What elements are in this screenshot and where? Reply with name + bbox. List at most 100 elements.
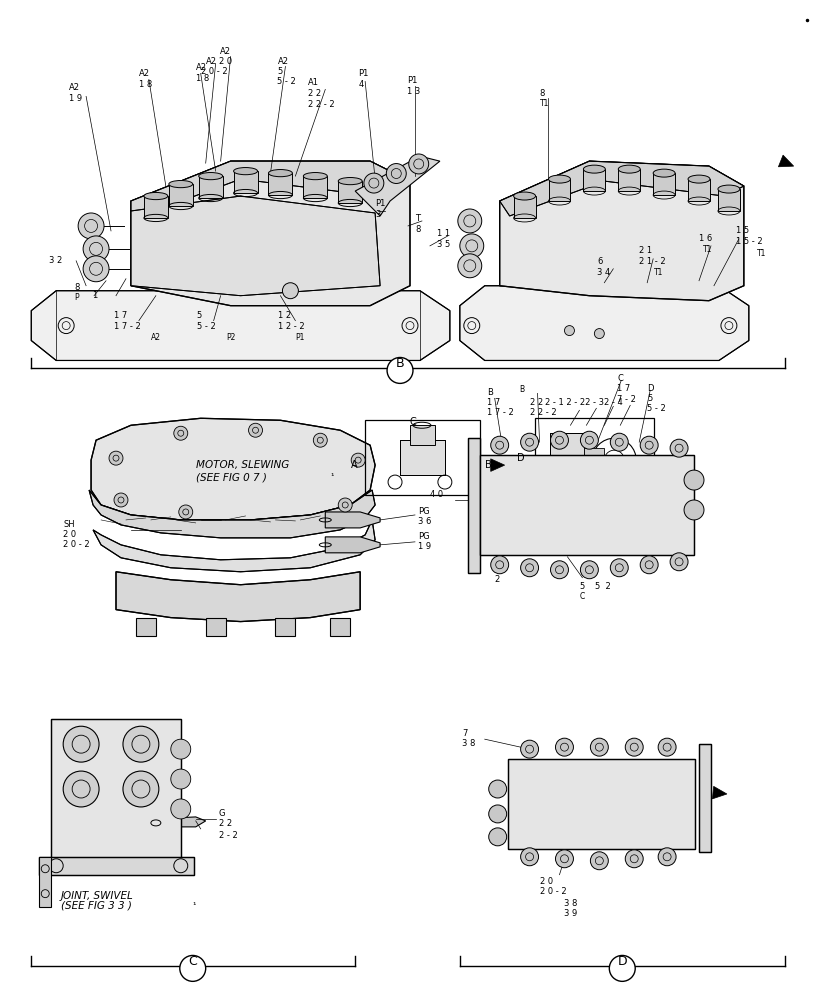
Text: 1 9: 1 9 <box>418 542 431 551</box>
Polygon shape <box>144 196 168 218</box>
Text: B: B <box>486 388 493 397</box>
Text: 3 4: 3 4 <box>597 268 610 277</box>
Circle shape <box>521 740 539 758</box>
Text: 5: 5 <box>197 311 202 320</box>
Text: B: B <box>520 385 525 394</box>
Circle shape <box>641 436 659 454</box>
Circle shape <box>83 256 109 282</box>
Text: A2: A2 <box>139 69 150 78</box>
Text: P1: P1 <box>407 76 417 85</box>
Bar <box>699 744 711 852</box>
Ellipse shape <box>199 173 223 180</box>
Text: 2 2: 2 2 <box>530 398 543 407</box>
Text: 7: 7 <box>462 729 468 738</box>
Bar <box>584 448 605 460</box>
Text: A2: A2 <box>151 333 161 342</box>
Text: 1 2: 1 2 <box>278 311 291 320</box>
Circle shape <box>489 780 507 798</box>
Text: P2: P2 <box>227 333 236 342</box>
Circle shape <box>171 799 191 819</box>
Text: 2 2 - 2: 2 2 - 2 <box>530 408 557 417</box>
Polygon shape <box>91 418 375 520</box>
Text: D: D <box>618 955 627 968</box>
Ellipse shape <box>513 192 535 200</box>
Circle shape <box>171 739 191 759</box>
Text: 1 8: 1 8 <box>139 80 152 89</box>
Circle shape <box>625 738 643 756</box>
Circle shape <box>489 805 507 823</box>
Text: 1 3: 1 3 <box>407 87 420 96</box>
Polygon shape <box>583 169 605 191</box>
Text: 2 0: 2 0 <box>539 877 552 886</box>
Text: 3 2: 3 2 <box>49 256 63 265</box>
Text: 3 5: 3 5 <box>437 240 450 249</box>
Circle shape <box>556 850 574 868</box>
Ellipse shape <box>304 173 327 180</box>
Circle shape <box>364 173 384 193</box>
Text: 1 7 - 2: 1 7 - 2 <box>486 408 513 417</box>
Bar <box>549 433 584 483</box>
Text: 5: 5 <box>647 394 653 403</box>
Polygon shape <box>131 161 410 216</box>
Circle shape <box>179 505 193 519</box>
Circle shape <box>565 326 574 336</box>
Circle shape <box>490 436 508 454</box>
Bar <box>330 618 350 636</box>
Text: B: B <box>485 460 491 470</box>
Text: 7 - 2: 7 - 2 <box>617 395 636 404</box>
Polygon shape <box>131 161 410 306</box>
Text: A2: A2 <box>206 57 217 66</box>
Text: 3 9: 3 9 <box>565 909 578 918</box>
Text: A1: A1 <box>308 78 319 87</box>
Circle shape <box>659 848 676 866</box>
Text: 1 8: 1 8 <box>196 74 209 83</box>
Circle shape <box>313 433 327 447</box>
Text: JOINT, SWIVEL: JOINT, SWIVEL <box>61 891 134 901</box>
Circle shape <box>63 771 99 807</box>
Bar <box>365 420 480 495</box>
Polygon shape <box>653 173 675 195</box>
Circle shape <box>610 433 628 451</box>
Text: A2: A2 <box>69 83 80 92</box>
Text: P1: P1 <box>375 199 385 208</box>
Polygon shape <box>718 189 740 211</box>
Text: 3: 3 <box>375 210 380 219</box>
Text: 8: 8 <box>74 283 79 292</box>
Text: T: T <box>415 214 420 223</box>
Bar <box>276 618 295 636</box>
Text: (SEE FIG 0 7 ): (SEE FIG 0 7 ) <box>196 472 267 482</box>
Bar <box>39 857 193 875</box>
Ellipse shape <box>583 165 605 173</box>
Circle shape <box>174 426 188 440</box>
Polygon shape <box>233 171 258 193</box>
Polygon shape <box>778 155 794 167</box>
Text: 2 1: 2 1 <box>639 246 652 255</box>
Text: 8: 8 <box>539 89 545 98</box>
Polygon shape <box>268 173 292 195</box>
Text: C: C <box>188 955 197 968</box>
Circle shape <box>684 470 704 490</box>
Bar <box>39 857 51 907</box>
Text: 2 2: 2 2 <box>219 819 232 828</box>
Text: 2 2 - 2: 2 2 - 2 <box>308 100 335 109</box>
Circle shape <box>282 283 299 299</box>
Text: ¹: ¹ <box>330 472 334 481</box>
Circle shape <box>551 431 569 449</box>
Circle shape <box>625 850 643 868</box>
Text: PG: PG <box>418 532 429 541</box>
Text: 1 7: 1 7 <box>617 384 631 393</box>
Circle shape <box>63 726 99 762</box>
Polygon shape <box>116 572 360 622</box>
Ellipse shape <box>619 165 641 173</box>
Text: T1: T1 <box>539 99 549 108</box>
Bar <box>410 425 435 445</box>
Text: 5 - 2: 5 - 2 <box>647 404 666 413</box>
Text: 2 0: 2 0 <box>63 530 77 539</box>
Polygon shape <box>712 786 727 799</box>
Circle shape <box>521 848 539 866</box>
Text: 2: 2 <box>494 575 500 584</box>
Ellipse shape <box>144 192 168 200</box>
Ellipse shape <box>548 175 570 183</box>
Text: 2 - 2: 2 - 2 <box>219 831 237 840</box>
Ellipse shape <box>718 185 740 193</box>
